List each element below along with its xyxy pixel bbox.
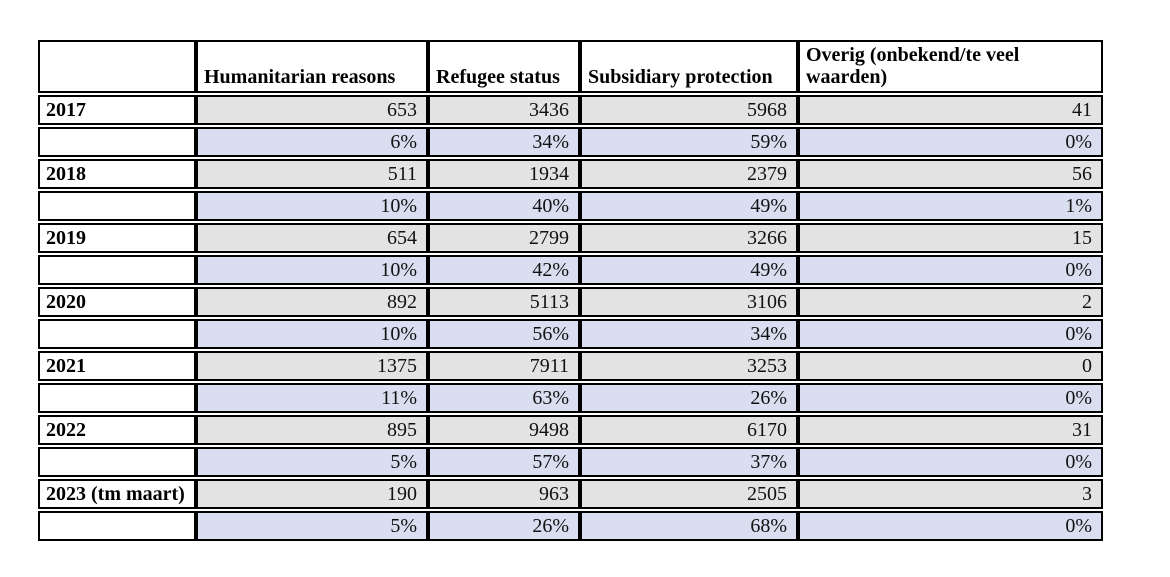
document-page: Humanitarian reasons Refugee status Subs…: [38, 38, 1103, 543]
percent-cell: 57%: [428, 447, 580, 477]
percent-cell: 49%: [580, 255, 798, 285]
year-blank-cell: [38, 255, 196, 285]
year-blank-cell: [38, 447, 196, 477]
count-cell: 31: [798, 415, 1103, 445]
count-cell: 41: [798, 95, 1103, 125]
count-cell: 190: [196, 479, 428, 509]
count-row: 2022 895 9498 6170 31: [38, 415, 1103, 445]
header-row: Humanitarian reasons Refugee status Subs…: [38, 40, 1103, 93]
percent-row: 10% 40% 49% 1%: [38, 191, 1103, 221]
percent-cell: 34%: [580, 319, 798, 349]
count-row: 2021 1375 7911 3253 0: [38, 351, 1103, 381]
percent-row: 10% 42% 49% 0%: [38, 255, 1103, 285]
year-blank-cell: [38, 191, 196, 221]
percent-cell: 68%: [580, 511, 798, 541]
count-row: 2019 654 2799 3266 15: [38, 223, 1103, 253]
count-cell: 1934: [428, 159, 580, 189]
count-cell: 3436: [428, 95, 580, 125]
asylum-decisions-table: Humanitarian reasons Refugee status Subs…: [38, 38, 1103, 543]
count-cell: 3: [798, 479, 1103, 509]
percent-cell: 56%: [428, 319, 580, 349]
percent-cell: 0%: [798, 383, 1103, 413]
count-cell: 3253: [580, 351, 798, 381]
count-cell: 6170: [580, 415, 798, 445]
percent-cell: 10%: [196, 255, 428, 285]
count-cell: 1375: [196, 351, 428, 381]
count-cell: 2379: [580, 159, 798, 189]
percent-cell: 59%: [580, 127, 798, 157]
count-row: 2017 653 3436 5968 41: [38, 95, 1103, 125]
year-label: 2021: [38, 351, 196, 381]
table-body: 2017 653 3436 5968 41 6% 34% 59% 0% 2018 511 1934 23…: [38, 95, 1103, 541]
year-label: 2020: [38, 287, 196, 317]
count-cell: 2: [798, 287, 1103, 317]
percent-cell: 0%: [798, 127, 1103, 157]
percent-cell: 49%: [580, 191, 798, 221]
count-cell: 895: [196, 415, 428, 445]
count-cell: 963: [428, 479, 580, 509]
percent-cell: 11%: [196, 383, 428, 413]
count-cell: 5113: [428, 287, 580, 317]
header-cell-overig: Overig (onbekend/te veel waarden): [798, 40, 1103, 93]
year-blank-cell: [38, 127, 196, 157]
percent-cell: 0%: [798, 319, 1103, 349]
percent-cell: 37%: [580, 447, 798, 477]
count-cell: 5968: [580, 95, 798, 125]
count-cell: 2505: [580, 479, 798, 509]
percent-cell: 5%: [196, 511, 428, 541]
count-cell: 654: [196, 223, 428, 253]
percent-row: 6% 34% 59% 0%: [38, 127, 1103, 157]
count-cell: 3106: [580, 287, 798, 317]
percent-cell: 63%: [428, 383, 580, 413]
count-cell: 9498: [428, 415, 580, 445]
count-cell: 511: [196, 159, 428, 189]
percent-cell: 42%: [428, 255, 580, 285]
percent-row: 5% 26% 68% 0%: [38, 511, 1103, 541]
count-cell: 653: [196, 95, 428, 125]
percent-cell: 5%: [196, 447, 428, 477]
count-row: 2018 511 1934 2379 56: [38, 159, 1103, 189]
year-label: 2022: [38, 415, 196, 445]
count-cell: 56: [798, 159, 1103, 189]
year-blank-cell: [38, 511, 196, 541]
percent-cell: 34%: [428, 127, 580, 157]
percent-cell: 0%: [798, 511, 1103, 541]
year-label: 2019: [38, 223, 196, 253]
percent-cell: 0%: [798, 447, 1103, 477]
header-cell-refugee: Refugee status: [428, 40, 580, 93]
header-cell-blank: [38, 40, 196, 93]
year-label: 2017: [38, 95, 196, 125]
percent-cell: 40%: [428, 191, 580, 221]
percent-cell: 0%: [798, 255, 1103, 285]
year-blank-cell: [38, 319, 196, 349]
year-label: 2018: [38, 159, 196, 189]
percent-cell: 10%: [196, 319, 428, 349]
percent-cell: 6%: [196, 127, 428, 157]
percent-row: 10% 56% 34% 0%: [38, 319, 1103, 349]
count-cell: 2799: [428, 223, 580, 253]
count-cell: 892: [196, 287, 428, 317]
count-row: 2020 892 5113 3106 2: [38, 287, 1103, 317]
year-label: 2023 (tm maart): [38, 479, 196, 509]
percent-row: 5% 57% 37% 0%: [38, 447, 1103, 477]
count-cell: 15: [798, 223, 1103, 253]
percent-cell: 26%: [580, 383, 798, 413]
count-row: 2023 (tm maart) 190 963 2505 3: [38, 479, 1103, 509]
header-cell-humanitarian: Humanitarian reasons: [196, 40, 428, 93]
percent-cell: 10%: [196, 191, 428, 221]
count-cell: 3266: [580, 223, 798, 253]
year-blank-cell: [38, 383, 196, 413]
percent-cell: 26%: [428, 511, 580, 541]
count-cell: 0: [798, 351, 1103, 381]
header-cell-subsidiary: Subsidiary protection: [580, 40, 798, 93]
percent-cell: 1%: [798, 191, 1103, 221]
count-cell: 7911: [428, 351, 580, 381]
percent-row: 11% 63% 26% 0%: [38, 383, 1103, 413]
